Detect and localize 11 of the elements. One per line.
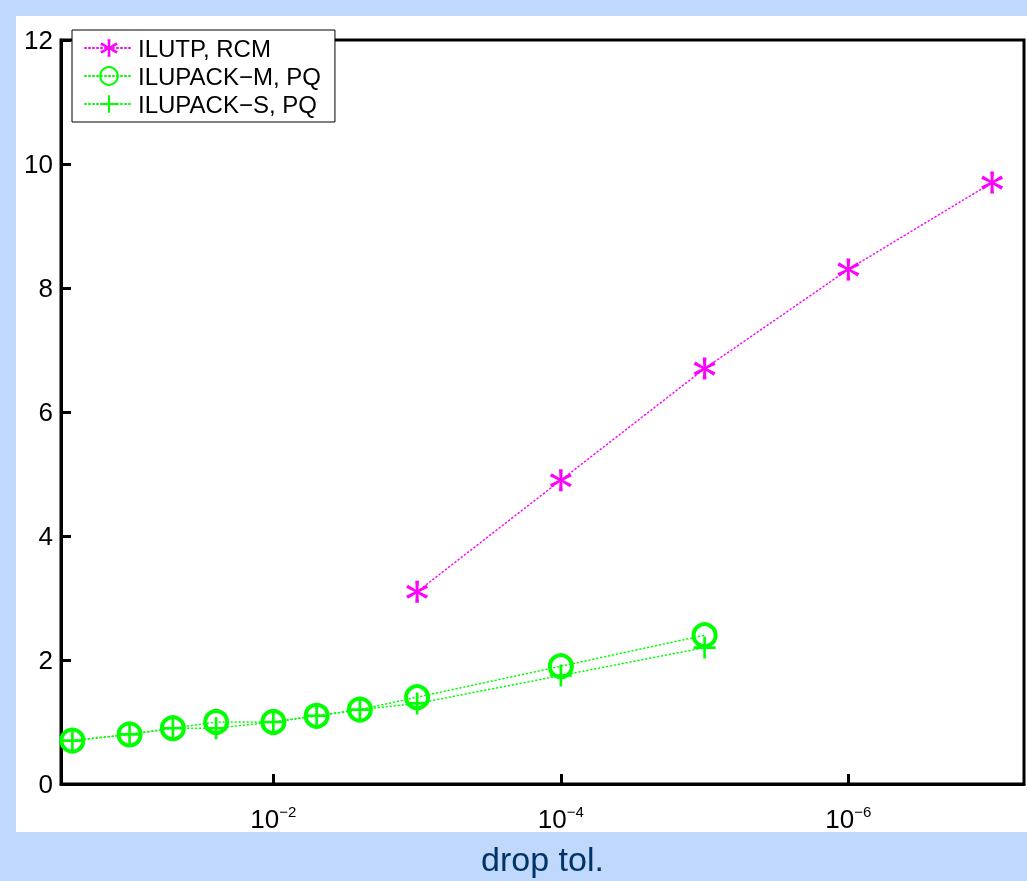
x-axis-title: drop tol. bbox=[481, 840, 604, 878]
legend-label: ILUTP, RCM bbox=[138, 34, 271, 62]
y-tick-label: 2 bbox=[38, 645, 53, 675]
y-tick-label: 8 bbox=[38, 273, 53, 303]
legend-label: ILUPACK−M, PQ bbox=[138, 62, 321, 90]
y-tick-label: 10 bbox=[24, 149, 53, 179]
y-tick-label: 6 bbox=[38, 397, 53, 427]
legend-label: ILUPACK−S, PQ bbox=[138, 90, 317, 118]
y-tick-label: 12 bbox=[24, 25, 53, 55]
y-tick-label: 4 bbox=[38, 521, 53, 551]
y-tick-label: 0 bbox=[38, 769, 53, 799]
